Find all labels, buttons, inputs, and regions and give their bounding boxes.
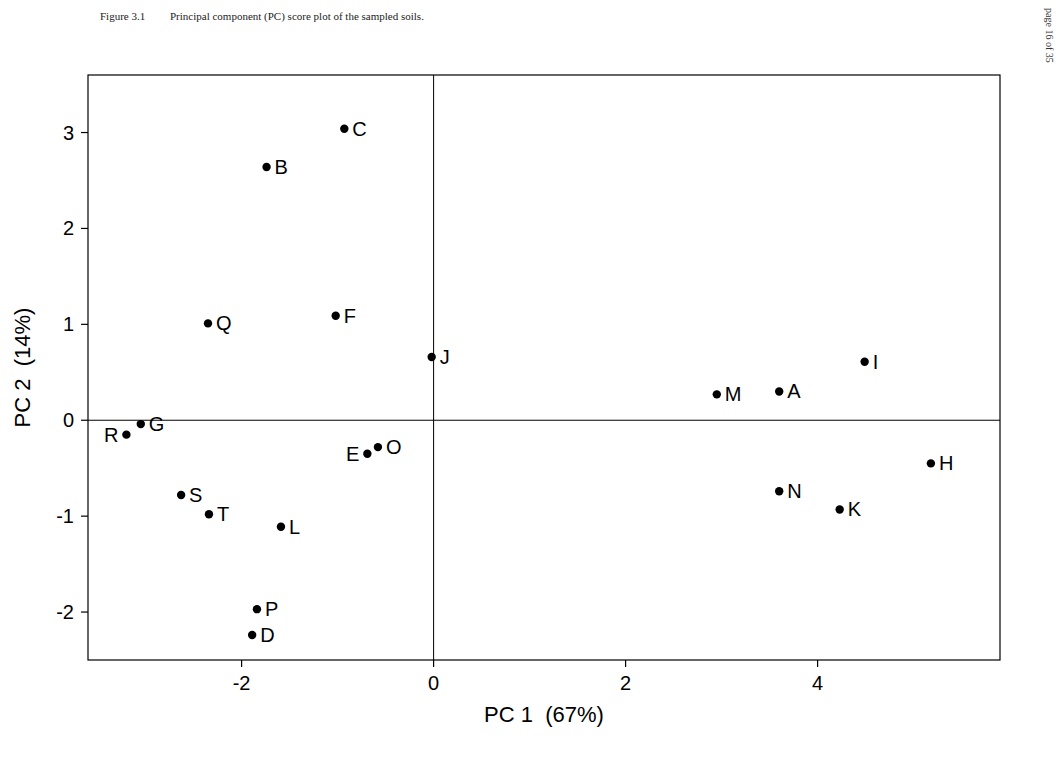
point-label: E	[346, 443, 359, 465]
y-tick-label: -1	[56, 505, 74, 527]
point	[340, 125, 348, 133]
y-tick	[81, 228, 88, 229]
title: Figure 3.1	[100, 10, 145, 22]
y-tick-label: 2	[63, 217, 74, 239]
point	[427, 353, 435, 361]
point-labels: C B Q F J M A I G R E O H N K ST L PD	[104, 118, 953, 646]
y-tick	[81, 132, 88, 133]
y-tick-label: 1	[63, 313, 74, 335]
point	[713, 390, 721, 398]
point-label: O	[386, 436, 402, 458]
point	[253, 605, 261, 613]
point-label: K	[848, 498, 862, 520]
plot-frame	[88, 75, 1000, 660]
point	[137, 420, 145, 428]
point	[775, 487, 783, 495]
y-tick-label: 3	[63, 122, 74, 144]
point	[262, 163, 270, 171]
y-tick	[81, 324, 88, 325]
point-label: M	[725, 383, 742, 405]
point	[277, 522, 285, 530]
point	[205, 510, 213, 518]
annotation: page 16 of 35	[1044, 8, 1055, 63]
point-label: F	[344, 305, 356, 327]
point	[248, 631, 256, 639]
x-tick-label: 0	[428, 672, 439, 694]
x-tick	[817, 660, 818, 667]
point	[122, 430, 130, 438]
point	[835, 505, 843, 513]
point	[204, 319, 212, 327]
point-label: D	[260, 624, 274, 646]
x-tick-label: 4	[812, 672, 823, 694]
point	[177, 491, 185, 499]
y-tick	[81, 420, 88, 421]
point	[860, 358, 868, 366]
point-label: I	[873, 351, 879, 373]
x-tick-label: 2	[620, 672, 631, 694]
y-tick	[81, 516, 88, 517]
chart: Figure 3.1 Principal component (PC) score…	[0, 0, 1060, 765]
y-axis-label: PC 2 (14%)	[10, 308, 35, 428]
point-label: R	[104, 424, 118, 446]
point	[374, 443, 382, 451]
point-label: C	[352, 118, 366, 140]
subtitle: Principal component (PC) score plot of t…	[170, 10, 424, 23]
point	[775, 387, 783, 395]
x-tick	[433, 660, 434, 667]
point-label: A	[787, 380, 801, 402]
point-label: J	[440, 346, 450, 368]
point-label: H	[939, 452, 953, 474]
point-label: G	[149, 413, 165, 435]
point-label: P	[265, 598, 278, 620]
x-tick	[625, 660, 626, 667]
point	[331, 312, 339, 320]
reference-lines	[88, 75, 1000, 660]
zero-line	[433, 75, 434, 660]
point-label: N	[787, 480, 801, 502]
point	[363, 450, 371, 458]
x-tick	[241, 660, 242, 667]
x-axis-label: PC 1 (67%)	[484, 702, 604, 727]
point-label: Q	[216, 312, 232, 334]
point-label: L	[289, 516, 300, 538]
point	[927, 459, 935, 467]
points	[122, 125, 935, 640]
y-tick	[81, 611, 88, 612]
y-tick-label: -2	[56, 601, 74, 623]
x-tick-label: -2	[233, 672, 251, 694]
zero-line	[88, 420, 1000, 421]
point-label: S	[189, 484, 202, 506]
point-label: T	[217, 503, 229, 525]
point-label: B	[275, 156, 288, 178]
y-tick-label: 0	[63, 409, 74, 431]
